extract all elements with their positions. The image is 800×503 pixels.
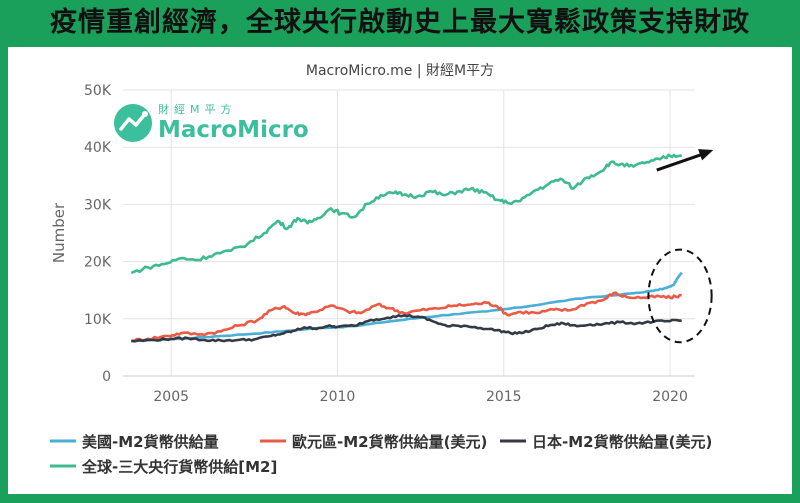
series-line-2 <box>130 291 682 343</box>
x-tick-label: 2015 <box>486 389 522 405</box>
trend-arrow-head <box>698 149 714 161</box>
series-line-1 <box>131 271 683 343</box>
highlight-ellipse <box>647 248 713 344</box>
legend: 美國-M2貨幣供給量 歐元區-M2貨幣供給量(美元) 日本-M2貨幣供給量(美元) 全… <box>50 433 712 476</box>
macromicro-logo: 財經M平方 MacroMicro <box>114 102 309 143</box>
x-tick-label: 2020 <box>652 389 688 405</box>
axis-ticks: 0 10K 20K 30K 40K 50K 2005 2010 2015 2020 <box>84 83 688 405</box>
annotations <box>647 149 714 344</box>
line-chart: MacroMicro.me | 財經M平方 0 10K 20K 30K 40K 50K 20… <box>50 63 714 476</box>
chart-title: MacroMicro.me | 財經M平方 <box>306 63 494 79</box>
series-layer <box>130 153 683 343</box>
chart-panel: MacroMicro.me | 財經M平方 0 10K 20K 30K 40K 50K 20… <box>8 47 792 494</box>
y-tick-label: 0 <box>102 369 111 385</box>
series-line-3 <box>131 313 682 343</box>
trend-line-dot <box>142 111 148 117</box>
logo-brand: MacroMicro <box>158 117 309 143</box>
y-tick-label: 10K <box>84 312 112 328</box>
x-tick-label: 2010 <box>320 389 356 405</box>
y-tick-label: 50K <box>84 83 112 99</box>
gridlines <box>123 89 695 377</box>
trend-line-stroke <box>119 112 147 131</box>
y-tick-label: 40K <box>84 140 112 156</box>
y-tick-label: 20K <box>84 255 112 271</box>
legend-label-4[interactable]: 全球-三大央行貨幣供給[M2] <box>81 458 277 476</box>
y-axis-label: Number <box>50 202 68 263</box>
trend-arrow-shaft <box>656 151 708 172</box>
legend-label-1[interactable]: 美國-M2貨幣供給量 <box>82 433 219 451</box>
x-tick-label: 2005 <box>153 389 189 405</box>
series-line-4 <box>130 153 683 275</box>
legend-label-2[interactable]: 歐元區-M2貨幣供給量(美元) <box>292 433 487 451</box>
headline: 疫情重創經濟，全球央行啟動史上最大寬鬆政策支持財政 <box>50 7 750 38</box>
y-tick-label: 30K <box>84 197 112 213</box>
logo-small-text: 財經M平方 <box>158 102 237 116</box>
legend-label-3[interactable]: 日本-M2貨幣供給量(美元) <box>532 433 712 451</box>
